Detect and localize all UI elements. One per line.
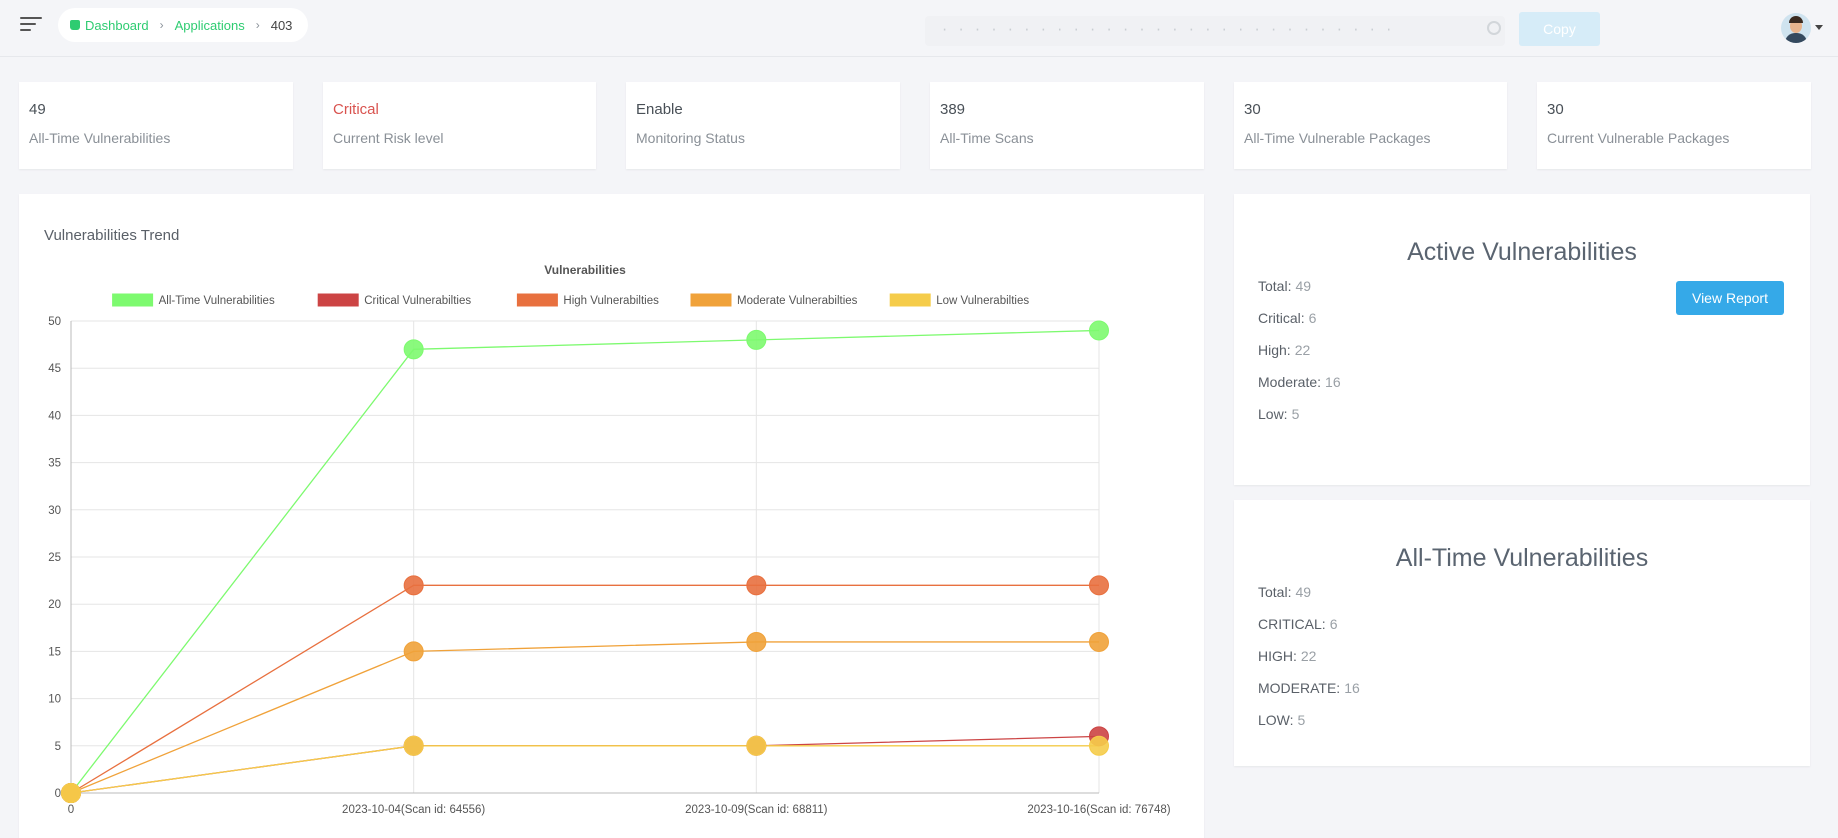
stat-value: 389 — [940, 101, 966, 118]
card-title: All-Time Vulnerabilities — [1395, 544, 1649, 572]
menu-toggle-icon[interactable] — [20, 17, 42, 35]
series-line — [70, 735, 1100, 794]
risk-level-badge: Critical — [333, 101, 379, 118]
stat-card-current-packages: 30 Current Vulnerable Packages — [1537, 82, 1811, 169]
summary-row-moderate: MODERATE: 16 — [1258, 680, 1360, 696]
card-title: Vulnerabilities Trend — [44, 227, 180, 244]
trend-chart: Vulnerabilities All-Time Vulnerabilities C… — [48, 263, 1171, 816]
summary-row-critical: Critical: 6 — [1258, 310, 1317, 326]
summary-row-high: HIGH: 22 — [1258, 648, 1317, 664]
summary-row-low: LOW: 5 — [1258, 712, 1306, 728]
series-line — [70, 745, 1099, 794]
y-tick-label: 25 — [48, 552, 61, 564]
y-tick-label: 50 — [48, 316, 61, 328]
y-tick-label: 10 — [48, 694, 61, 706]
chart-title: Vulnerabilities — [544, 263, 626, 277]
y-tick-label: 0 — [55, 788, 61, 800]
x-tick-label: 0 — [68, 804, 74, 816]
all-time-vulnerabilities-card: All-Time Vulnerabilities Total: 49 CRITIC… — [1234, 500, 1810, 766]
stat-label: All-Time Vulnerable Packages — [1244, 130, 1431, 146]
breadcrumb-current: 403 — [270, 17, 293, 33]
stat-card-monitoring-status: Enable Monitoring Status — [626, 82, 900, 169]
legend-label: Low Vulnerabilties — [936, 295, 1029, 307]
y-tick-label: 40 — [48, 410, 61, 422]
y-tick-label: 45 — [48, 363, 61, 375]
series-line — [70, 329, 1100, 794]
data-point — [746, 329, 767, 350]
stat-card-all-time-vulnerabilities: 49 All-Time Vulnerabilities — [19, 82, 293, 169]
legend-swatch — [317, 293, 359, 307]
view-report-button[interactable]: View Report — [1676, 281, 1784, 315]
legend-label: High Vulnerabilties — [563, 295, 659, 307]
y-tick-label: 20 — [48, 599, 61, 611]
summary-row-total: Total: 49 — [1258, 584, 1312, 600]
data-point — [403, 641, 424, 662]
breadcrumb: Dashboard › Applications › 403 — [58, 8, 308, 42]
api-key-field[interactable]: · · · · · · · · · · · · · · · · · · · · … — [925, 16, 1505, 46]
x-tick-label: 2023-10-09(Scan id: 68811) — [685, 804, 828, 816]
data-point — [61, 783, 81, 803]
y-tick-label: 30 — [48, 505, 61, 517]
stat-card-all-time-packages: 30 All-Time Vulnerable Packages — [1234, 82, 1507, 169]
data-point — [403, 339, 424, 360]
data-point — [1089, 735, 1109, 756]
data-point — [1089, 320, 1109, 341]
stat-label: Current Vulnerable Packages — [1547, 130, 1730, 146]
legend-swatch — [516, 293, 558, 307]
vulnerabilities-trend-card: Vulnerabilities Trend Vulnerabilities All… — [19, 194, 1204, 838]
active-vulnerabilities-card: Active Vulnerabilities View Report Total… — [1234, 194, 1810, 485]
summary-row-high: High: 22 — [1258, 342, 1311, 358]
summary-row-total: Total: 49 — [1258, 278, 1312, 294]
stat-value: 30 — [1547, 101, 1564, 118]
y-tick-label: 15 — [48, 646, 61, 658]
stat-card-risk-level: Critical Current Risk level — [323, 82, 596, 169]
avatar[interactable] — [1781, 13, 1811, 43]
data-point — [746, 631, 767, 652]
caret-down-icon[interactable] — [1815, 25, 1823, 30]
summary-row-low: Low: 5 — [1258, 406, 1300, 422]
y-tick-label: 5 — [55, 741, 61, 753]
breadcrumb-dashboard[interactable]: Dashboard — [85, 17, 149, 33]
legend-swatch — [690, 293, 732, 307]
summary-row-moderate: Moderate: 16 — [1258, 374, 1341, 390]
stat-value: 30 — [1244, 101, 1261, 118]
series-line — [70, 584, 1099, 794]
data-point — [746, 575, 767, 596]
data-point — [1089, 631, 1109, 652]
breadcrumb-applications[interactable]: Applications — [174, 17, 245, 33]
stat-label: Monitoring Status — [636, 130, 745, 146]
data-point — [1089, 575, 1109, 596]
stat-value: Enable — [636, 101, 683, 118]
legend-label: All-Time Vulnerabilities — [159, 295, 275, 307]
legend-label: Moderate Vulnerabilties — [737, 295, 858, 307]
summary-row-critical: CRITICAL: 6 — [1258, 616, 1338, 632]
eye-icon[interactable] — [1487, 21, 1501, 35]
data-point — [746, 735, 767, 756]
stat-value: 49 — [29, 101, 46, 118]
legend-swatch — [112, 293, 154, 307]
legend-label: Critical Vulnerabilties — [364, 295, 471, 307]
stat-card-all-time-scans: 389 All-Time Scans — [930, 82, 1204, 169]
card-title: Active Vulnerabilities — [1407, 238, 1637, 266]
y-tick-label: 35 — [48, 458, 61, 470]
x-tick-label: 2023-10-16(Scan id: 76748) — [1027, 804, 1170, 816]
x-tick-label: 2023-10-04(Scan id: 64556) — [342, 804, 485, 816]
stat-label: All-Time Vulnerabilities — [29, 130, 171, 146]
stat-label: All-Time Scans — [940, 130, 1034, 146]
data-point — [403, 735, 424, 756]
chevron-right-icon: › — [255, 18, 260, 32]
legend-swatch — [889, 293, 931, 307]
series-line — [70, 641, 1099, 794]
chevron-right-icon: › — [159, 18, 164, 32]
stat-label: Current Risk level — [333, 130, 444, 146]
home-icon — [70, 20, 80, 30]
data-point — [403, 575, 424, 596]
top-header: Dashboard › Applications › 403 · · · · ·… — [0, 0, 1838, 57]
copy-button[interactable]: Copy — [1519, 12, 1600, 46]
